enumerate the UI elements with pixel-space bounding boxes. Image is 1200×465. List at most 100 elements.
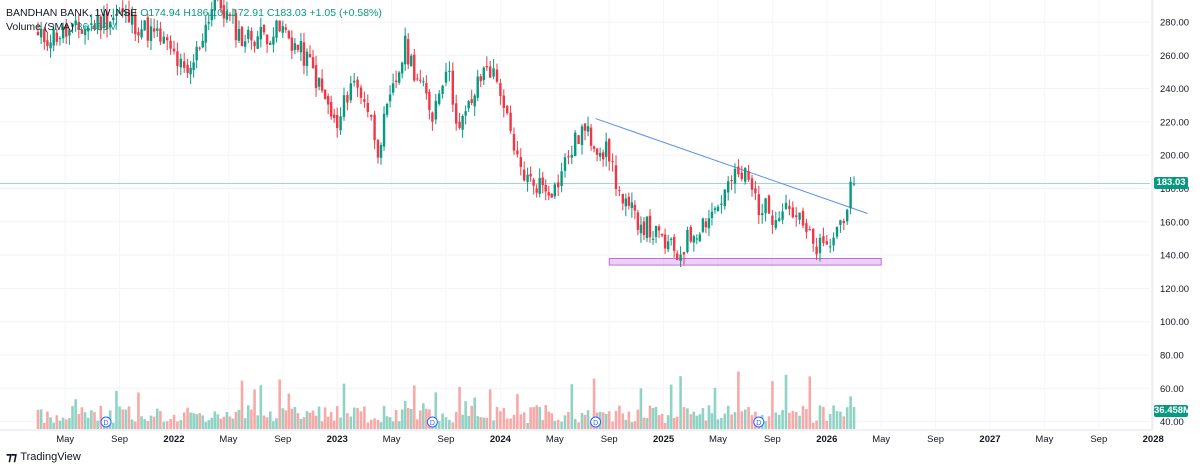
volume-bar [464,401,467,429]
candle-body [595,148,599,155]
volume-bar [359,411,363,429]
symbol-title[interactable]: BANDHAN BANK, 1W, NSE [6,7,138,19]
candle-body [692,236,696,243]
candle-body [686,230,689,252]
candle-body [149,26,153,41]
volume-bar [695,415,699,429]
volume-bar [689,414,693,429]
candle-body [385,103,389,115]
time-axis[interactable]: May Sep 2022 May Sep 2023 May Sep 2024 May Sep 2025… [0,429,1164,445]
time-tick-label: 2028 [1143,434,1164,445]
candle-body [342,95,346,117]
volume-indicator-label[interactable]: Volume (SMA) [6,21,74,33]
dividend-marker[interactable] [100,416,112,428]
volume-bar [165,421,169,429]
candle-body [547,192,550,196]
candle-body [99,16,102,31]
volume-bar [326,416,330,429]
volume-bar [589,422,593,429]
volume-bar [121,409,125,429]
volume-bar [320,421,324,429]
volume-bar [822,407,825,429]
volume-bar [519,414,523,429]
volume-bar [654,406,658,429]
candle-body [583,123,587,131]
dividend-marker[interactable] [426,416,438,428]
candle-body [651,238,655,240]
candle-body [713,208,717,210]
volume-bar [376,419,380,429]
volume-bar [710,413,714,429]
volume-bar [560,421,563,429]
volume-bar [499,411,502,429]
price-tick-label: 100.00 [1160,317,1189,328]
volume-bar [502,408,506,429]
volume-bar [189,412,192,429]
candle-body [444,71,448,83]
chart-legend: BANDHAN BANK, 1W, NSE O174.94 H186.10 L1… [6,6,382,34]
volume-bar [77,414,81,429]
candle-body [544,184,547,192]
candle-body [567,156,570,158]
volume-bar [96,420,99,429]
volume-bar [397,421,401,429]
volume-bar [302,417,306,429]
volume-bar [127,406,131,429]
volume-bar [505,418,509,429]
support-zone[interactable] [608,258,882,266]
volume-bar [243,418,247,429]
candle-body [495,69,499,82]
candle-body [397,72,401,83]
descending-trendline[interactable] [595,118,868,214]
volume-bar [415,419,419,429]
volume-bar [335,406,339,429]
volume-bar [296,413,300,429]
volume-bar [228,416,232,429]
volume-bar [339,417,342,429]
volume-bar [222,416,226,429]
volume-bar [630,422,634,429]
candle-body [829,246,832,248]
volume-bar [832,405,835,429]
price-axis[interactable]: 280.00 260.00 240.00 220.00 200.00 180.00 160.… [1151,0,1189,430]
volume-bar [522,412,526,429]
volume-bar [356,407,359,429]
candle-body [476,76,479,98]
volume-bar [669,384,673,429]
dividend-marker[interactable] [753,416,765,428]
volume-bar [379,422,383,429]
volume-bar [774,412,778,429]
volume-bar [633,421,637,429]
candle-body [363,99,366,102]
candle-body [538,177,541,194]
volume-bar [563,415,567,429]
candle-body [52,29,55,46]
dividend-marker[interactable] [590,416,602,428]
candle-body [707,218,711,229]
candle-body [425,83,428,94]
candle-body [231,14,235,16]
volume-bar [454,411,458,429]
candle-body [723,189,726,207]
candle-body [754,188,757,194]
candle-body [451,70,454,105]
volume-bar [99,405,103,429]
candle-body [58,38,62,40]
candle-body [727,181,730,193]
candle-body [541,177,544,186]
volume-bar [195,414,198,429]
brand-footer[interactable]: ⁊⁊ TradingView [6,450,81,464]
candle-body [207,22,210,24]
volume-bar [237,409,241,429]
candle-body [808,229,811,231]
grid [0,21,1150,423]
candle-body [213,0,216,11]
volume-bar [210,417,214,429]
candle-body [359,87,363,98]
volume-bar [828,414,832,429]
candle-body [563,157,567,171]
volume-bar [124,409,128,429]
volume-bar [278,379,281,429]
